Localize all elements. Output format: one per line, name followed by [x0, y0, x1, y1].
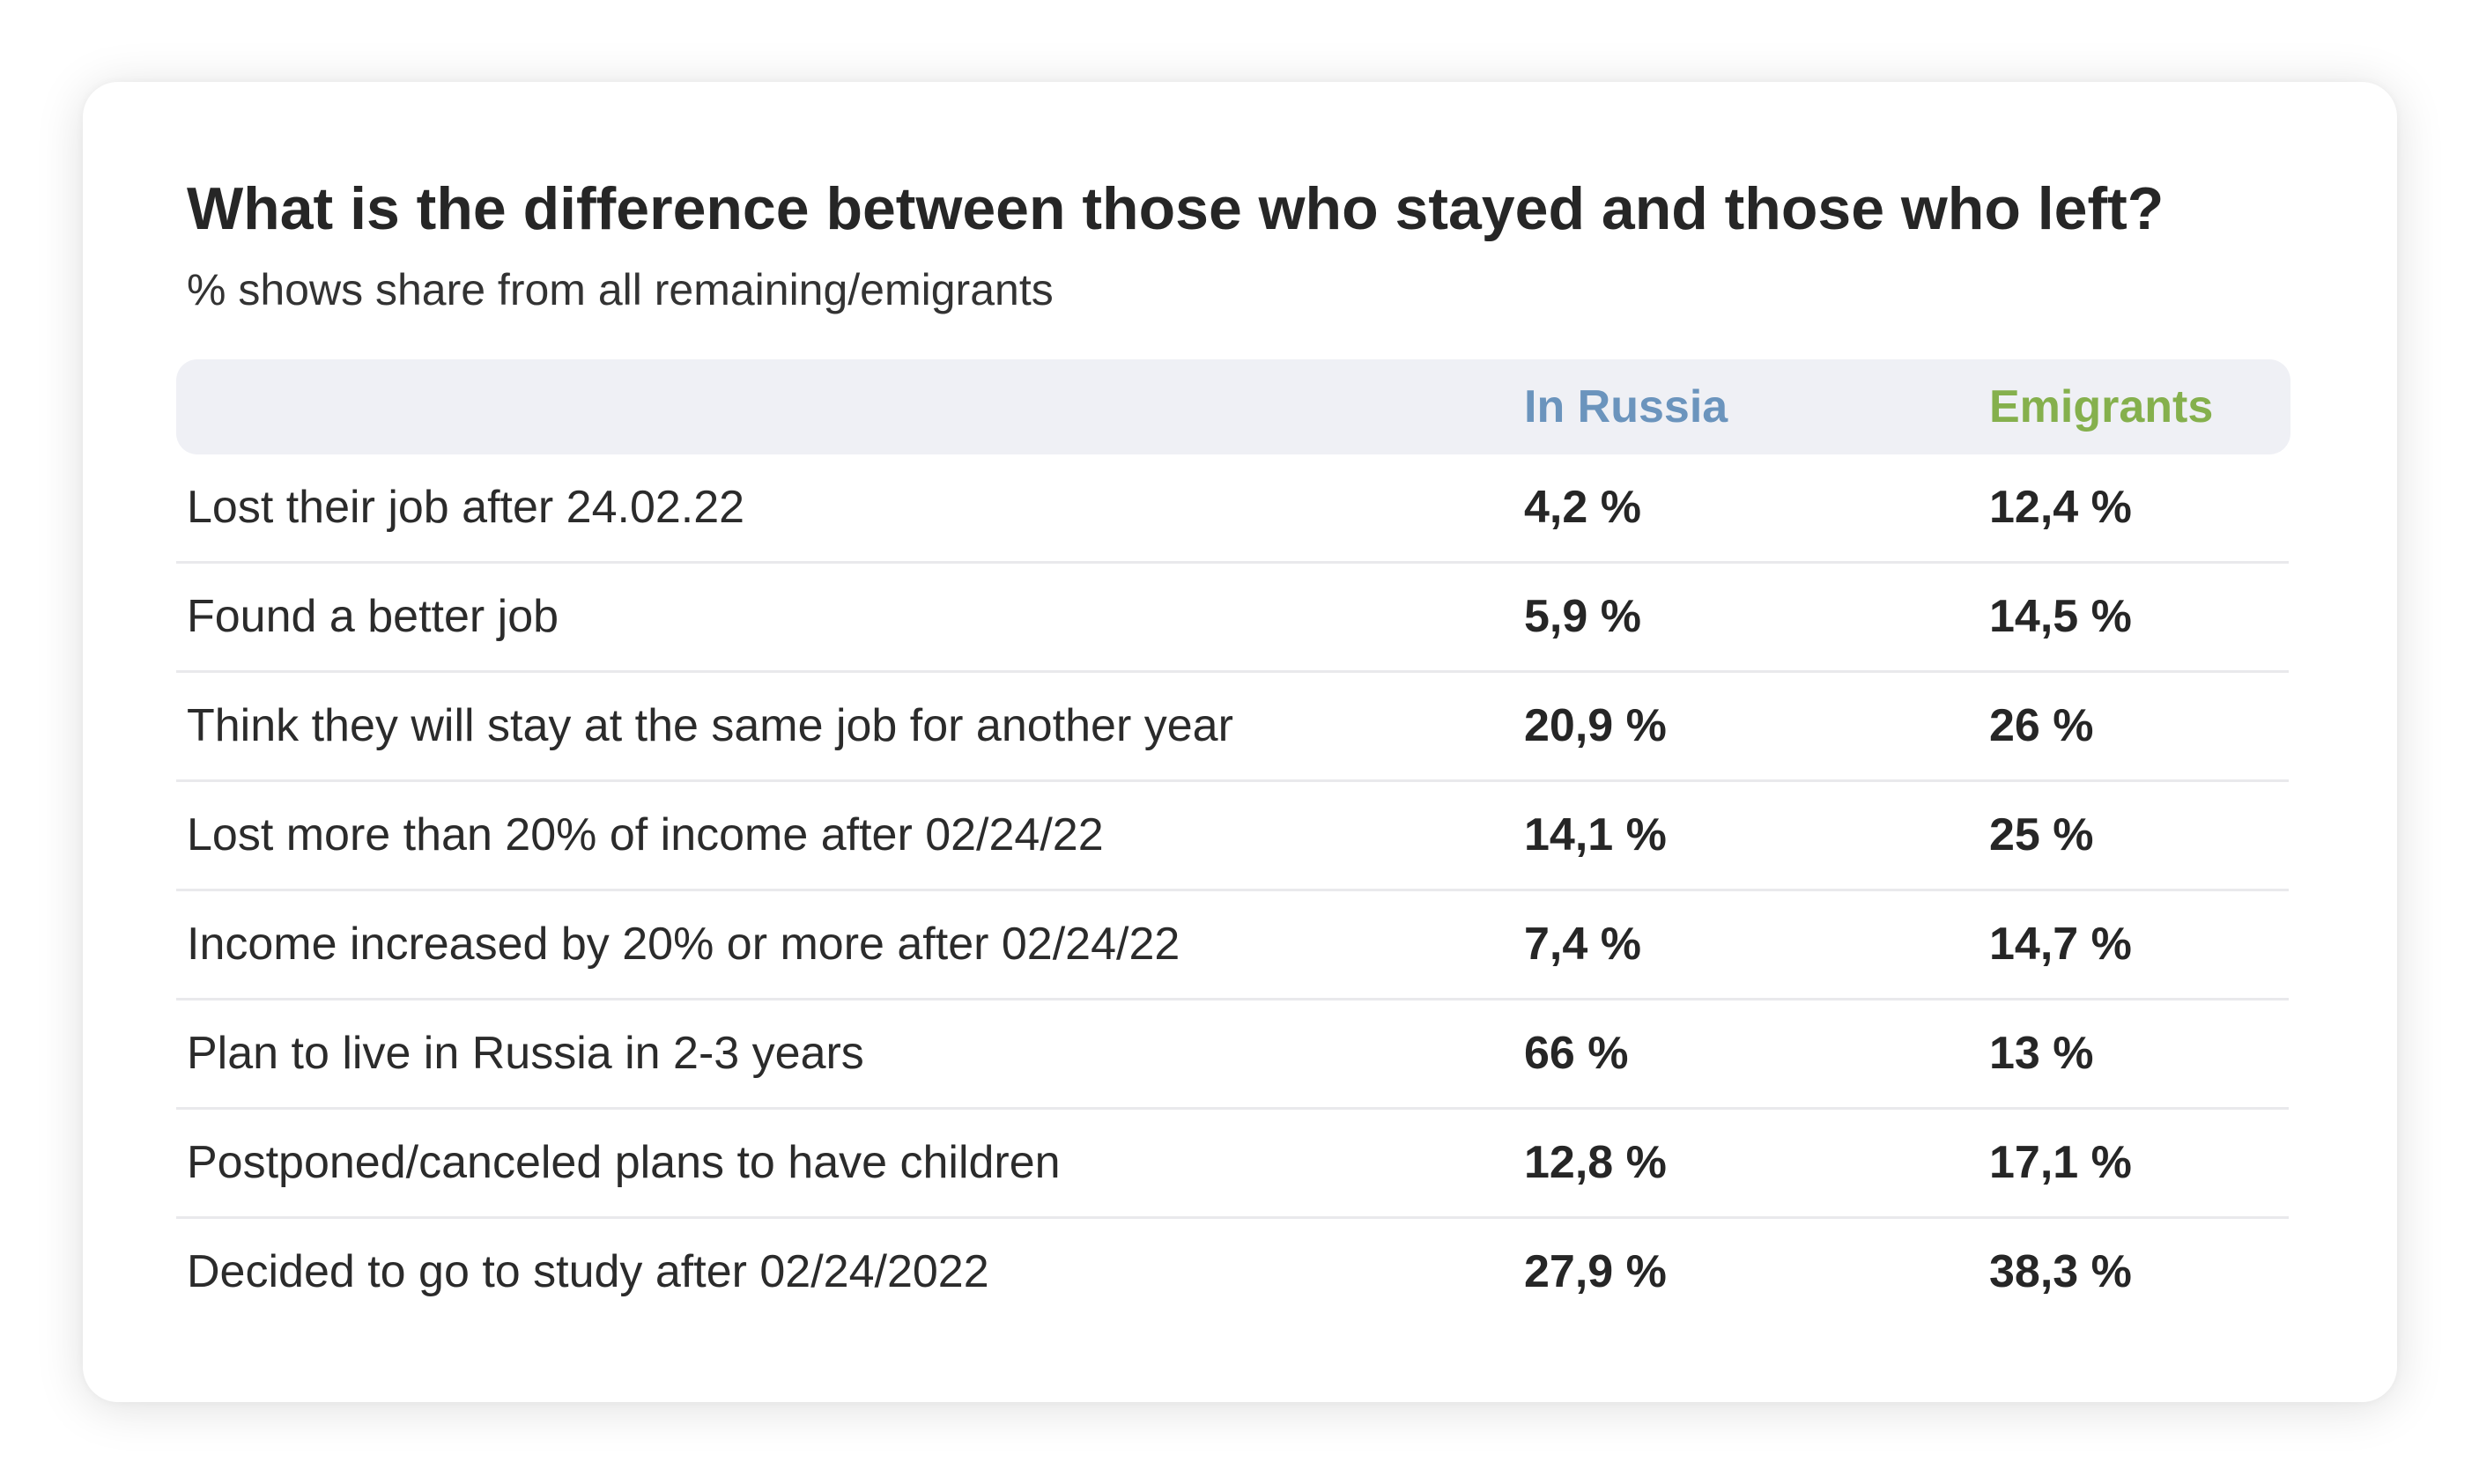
row-label: Decided to go to study after 02/24/2022 — [187, 1246, 989, 1297]
table-row: Think they will stay at the same job for… — [176, 673, 2289, 782]
row-label: Lost more than 20% of income after 02/24… — [187, 809, 1104, 860]
emigrants-value: 38,3 % — [1989, 1246, 2132, 1297]
table-row: Lost their job after 24.02.22 4,2 % 12,4 % — [176, 454, 2289, 564]
table-row: Decided to go to study after 02/24/2022 2… — [176, 1219, 2289, 1325]
emigrants-value: 14,5 % — [1989, 591, 2132, 642]
row-label: Lost their job after 24.02.22 — [187, 482, 745, 533]
in-russia-value: 20,9 % — [1524, 700, 1667, 751]
emigrants-value: 17,1 % — [1989, 1137, 2132, 1188]
emigrants-value: 14,7 % — [1989, 919, 2132, 970]
in-russia-value: 7,4 % — [1524, 919, 1641, 970]
table-row: Plan to live in Russia in 2-3 years 66 % 1… — [176, 1000, 2289, 1110]
table-row: Postponed/canceled plans to have childre… — [176, 1110, 2289, 1219]
row-label: Postponed/canceled plans to have childre… — [187, 1137, 1061, 1188]
column-header-in-russia: In Russia — [1524, 381, 1728, 432]
in-russia-value: 14,1 % — [1524, 809, 1667, 860]
emigrants-value: 12,4 % — [1989, 482, 2132, 533]
row-label: Think they will stay at the same job for… — [187, 700, 1233, 751]
in-russia-value: 12,8 % — [1524, 1137, 1667, 1188]
in-russia-value: 66 % — [1524, 1028, 1629, 1079]
in-russia-value: 5,9 % — [1524, 591, 1641, 642]
row-label: Plan to live in Russia in 2-3 years — [187, 1028, 864, 1079]
column-header-emigrants: Emigrants — [1989, 381, 2214, 432]
table-row: Lost more than 20% of income after 02/24… — [176, 782, 2289, 891]
chart-title: What is the difference between those who… — [187, 175, 2164, 242]
emigrants-value: 26 % — [1989, 700, 2094, 751]
table-body: Lost their job after 24.02.22 4,2 % 12,4 %… — [176, 454, 2289, 1325]
in-russia-value: 27,9 % — [1524, 1246, 1667, 1297]
emigrants-value: 25 % — [1989, 809, 2094, 860]
emigrants-value: 13 % — [1989, 1028, 2094, 1079]
table-row: Income increased by 20% or more after 02… — [176, 891, 2289, 1000]
row-label: Income increased by 20% or more after 02… — [187, 919, 1180, 970]
chart-subtitle: % shows share from all remaining/emigran… — [187, 265, 1054, 314]
in-russia-value: 4,2 % — [1524, 482, 1641, 533]
row-label: Found a better job — [187, 591, 559, 642]
table-row: Found a better job 5,9 % 14,5 % — [176, 564, 2289, 673]
table-header: In Russia Emigrants — [176, 359, 2290, 454]
table-card — [83, 82, 2397, 1402]
